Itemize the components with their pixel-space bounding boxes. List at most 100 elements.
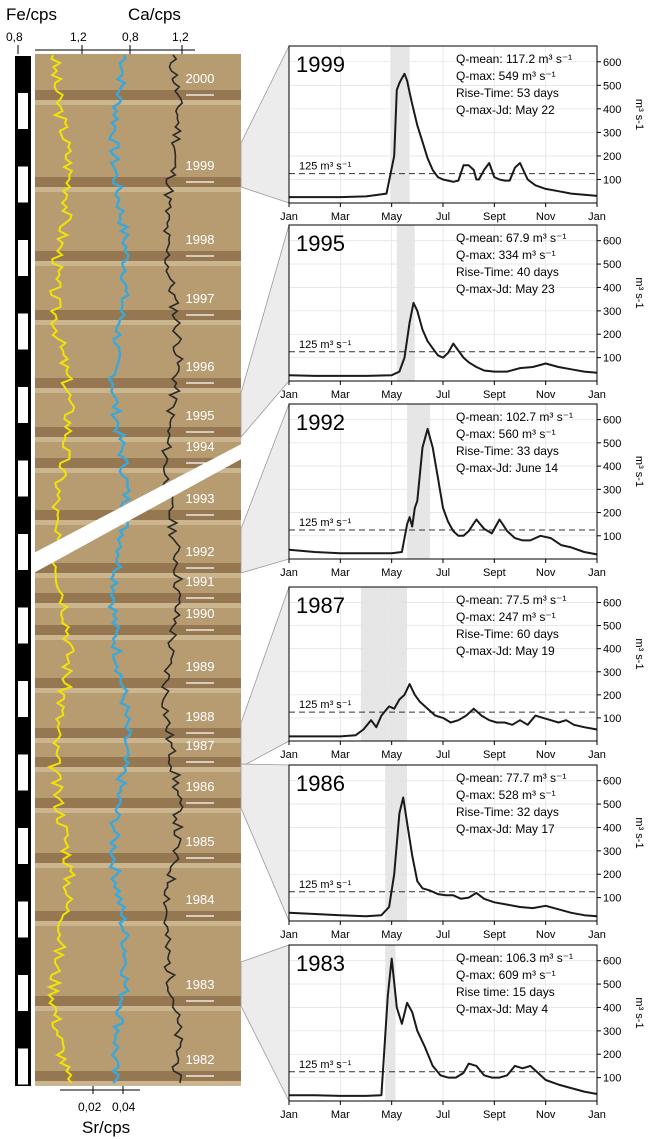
core-year-label: 1999 [186,158,215,173]
x-tick-label: Jan [588,749,606,761]
threshold-label: 125 m³ s⁻¹ [299,1059,352,1071]
discharge-line [289,957,598,1097]
core-light-band [35,100,241,105]
connector-1986 [240,763,290,922]
core-dark-band [35,798,241,808]
y-tick-label: 500 [603,799,621,811]
core-dark-band [35,378,241,388]
y-tick-label: 300 [603,484,621,496]
chart-stat: Rise time: 15 days [456,985,555,999]
sr-tick-2: 0,04 [112,1100,136,1114]
core-year-label: 1996 [186,359,215,374]
y-tick-label: 500 [603,979,621,991]
y-axis-label: m³ s-1 [633,997,645,1028]
y-tick-label: 100 [603,713,621,725]
chart-stat: Q-mean: 102.7 m³ s⁻¹ [456,410,573,424]
core-dark-band [35,853,241,863]
chart-stat: Q-mean: 77.5 m³ s⁻¹ [456,593,566,607]
chart-title: 1987 [296,593,345,618]
ca-tick-1: 0,8 [122,30,139,44]
connector-1992 [240,403,290,574]
discharge-line [288,301,598,377]
chart-stat: Q-max-Jd: May 4 [456,1002,548,1016]
core-light-band [35,261,241,266]
x-tick-label: Jul [436,749,450,761]
fe-tick-1: 0,8 [6,30,23,44]
chart-stat: Q-max: 609 m³ s⁻¹ [456,968,556,982]
chart-title: 1983 [296,951,345,976]
chart-stat: Rise-Time: 33 days [456,444,559,458]
core-year-label: 1990 [186,606,215,621]
scale-bar [15,56,31,1086]
x-tick-label: Jan [280,211,298,223]
discharge-line [289,72,598,199]
sr-axis-label: Sr/cps [82,1118,130,1137]
x-tick-label: Jul [436,389,450,401]
connector-1995 [240,224,290,439]
threshold-label: 125 m³ s⁻¹ [299,517,352,529]
scale-bar-segment [18,828,28,864]
chart-1992: 125 m³ s⁻¹ Jan Mar May Jul Sept Nov Jan 100 200 30… [280,403,645,579]
core-dark-band [35,625,241,635]
core-year-label: 1991 [186,574,215,589]
x-tick-label: Jul [436,929,450,941]
x-tick-label: Sept [483,389,506,401]
core-year-labels: 2000 1999 1998 1997 1996 1995 1994 1993 1992 1991… [186,71,215,1077]
core-year-label: 1984 [186,892,215,907]
x-tick-label: Jan [588,389,606,401]
y-tick-label: 600 [603,236,621,248]
core-year-label: 1985 [186,834,215,849]
chart-stat: Q-max: 334 m³ s⁻¹ [456,248,556,262]
core-year-label: 1997 [186,291,215,306]
x-tick-label: May [381,749,402,761]
core-year-label: 1988 [186,709,215,724]
rise-period-shading [385,945,396,1101]
chart-stat: Q-max: 549 m³ s⁻¹ [456,69,556,83]
core-light-band [35,863,241,868]
x-tick-label: Jul [436,567,450,579]
x-tick-label: Jan [280,567,298,579]
x-tick-label: Jan [280,389,298,401]
chart-stat: Q-max: 528 m³ s⁻¹ [456,788,556,802]
x-tick-label: May [381,1109,402,1121]
core-axes: Fe/cps Ca/cps 0,8 1,2 0,8 1,2 0,02 0,04 … [6,5,195,1137]
x-tick-label: May [381,389,402,401]
discharge-charts: 125 m³ s⁻¹ Jan Mar May Jul Sept Nov Jan 100 200 30… [280,45,645,1121]
chart-title: 1986 [296,771,345,796]
y-tick-label: 200 [603,690,621,702]
discharge-line [288,427,598,556]
x-tick-label: Jan [280,929,298,941]
x-tick-label: Jan [588,1109,606,1121]
core-light-band [35,688,241,693]
chart-stat: Rise-Time: 60 days [456,627,559,641]
core-year-label: 1993 [186,491,215,506]
chart-stat: Q-max-Jd: May 17 [456,822,555,836]
y-tick-label: 500 [603,621,621,633]
x-tick-label: May [381,929,402,941]
x-tick-label: Jan [588,929,606,941]
y-tick-label: 200 [603,508,621,520]
chart-1983: 125 m³ s⁻¹ Jan Mar May Jul Sept Nov Jan 100 200 30… [280,944,645,1121]
y-tick-label: 200 [603,1049,621,1061]
core-dark-band [35,911,241,921]
chart-title: 1992 [296,410,345,435]
scale-bar-segment [18,460,28,497]
scale-bar-segment [18,93,28,129]
chart-stat: Q-max: 247 m³ s⁻¹ [456,610,556,624]
y-tick-label: 400 [603,644,621,656]
core-dark-band [35,1071,241,1081]
core-layer-bands [35,90,241,1086]
chart-stat: Rise-Time: 53 days [456,86,559,100]
core-year-label: 1989 [186,659,215,674]
scale-bar-segment [18,166,28,203]
y-tick-label: 600 [603,598,621,610]
chart-stat: Q-max-Jd: June 14 [456,461,558,475]
y-tick-label: 600 [603,956,621,968]
core-light-band [35,520,241,525]
core-year-label: 1995 [186,408,215,423]
connector-1987 [240,586,290,768]
core-light-band [35,1006,241,1011]
connector-1999 [240,45,290,204]
chart-stat: Q-mean: 67.9 m³ s⁻¹ [456,231,566,245]
x-tick-label: Jan [588,567,606,579]
